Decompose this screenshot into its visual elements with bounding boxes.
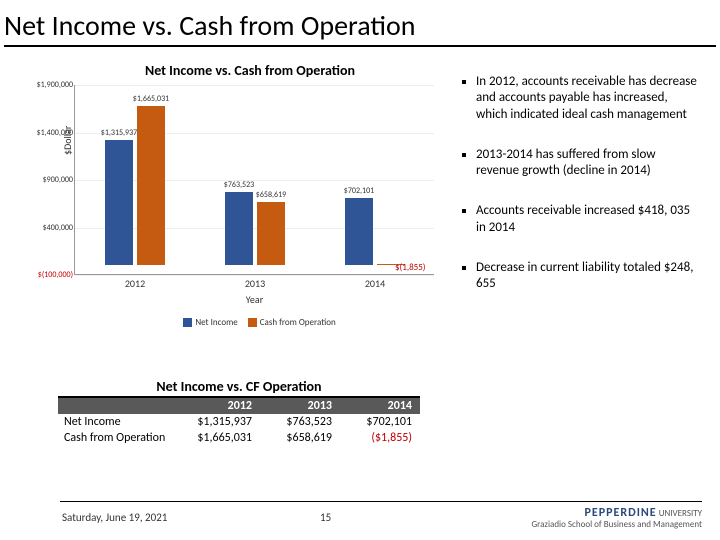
footer-divider bbox=[60, 501, 702, 502]
bar-cash-from-operation-2013: $658,619 bbox=[257, 202, 285, 265]
table-cell: $1,665,031 bbox=[178, 430, 258, 446]
table-header-cell: 2013 bbox=[258, 398, 338, 414]
bar-label: $1,665,031 bbox=[121, 94, 181, 104]
bar-label: $702,101 bbox=[329, 186, 389, 196]
x-tick-label: 2012 bbox=[105, 277, 165, 290]
y-tick-label: $1,400,000 bbox=[19, 128, 73, 138]
y-tick-label: $(100,000) bbox=[19, 270, 73, 280]
legend-swatch bbox=[248, 318, 257, 327]
chart-container: Net Income vs. Cash from Operation $Doll… bbox=[60, 62, 440, 342]
bar-net-income-2012: $1,315,937 bbox=[105, 140, 133, 265]
bar-cash-from-operation-2012: $1,665,031 bbox=[137, 106, 165, 264]
bar-label-negative: $(1,855) bbox=[395, 262, 426, 273]
table-header-cell: 2014 bbox=[338, 398, 418, 414]
bar-label: $658,619 bbox=[241, 190, 301, 200]
table-header-cell bbox=[58, 398, 178, 414]
data-table: Net Income vs. CF Operation 201220132014… bbox=[58, 378, 420, 446]
table-cell: Cash from Operation bbox=[58, 430, 178, 446]
bar-net-income-2014: $702,101 bbox=[345, 198, 373, 265]
bullet-item: 2013-2014 has suffered from slow revenue… bbox=[476, 147, 700, 180]
x-axis-label: Year bbox=[75, 293, 434, 306]
legend-swatch bbox=[183, 318, 192, 327]
chart-plot: $Dollar $1,900,000$1,400,000$900,000$400… bbox=[74, 85, 434, 275]
chart-title: Net Income vs. Cash from Operation bbox=[60, 62, 440, 79]
x-tick-label: 2014 bbox=[345, 277, 405, 290]
x-tick-label: 2013 bbox=[225, 277, 285, 290]
bullet-list: In 2012, accounts receivable has decreas… bbox=[460, 74, 700, 316]
bullet-item: In 2012, accounts receivable has decreas… bbox=[476, 74, 700, 123]
logo-sub: UNIVERSITY bbox=[659, 508, 702, 519]
footer-page-number: 15 bbox=[320, 511, 331, 524]
table-row: Cash from Operation$1,665,031$658,619($1… bbox=[58, 430, 420, 446]
legend-label: Cash from Operation bbox=[260, 317, 336, 328]
table-cell: $763,523 bbox=[258, 414, 338, 430]
y-tick-label: $400,000 bbox=[19, 223, 73, 233]
slide-title: Net Income vs. Cash from Operation bbox=[4, 8, 716, 47]
footer-logo: PEPPERDINE UNIVERSITY Graziadio School o… bbox=[531, 507, 702, 530]
legend-label: Net Income bbox=[195, 317, 237, 328]
bar-net-income-2013: $763,523 bbox=[225, 192, 253, 265]
bullet-item: Decrease in current liability totaled $2… bbox=[476, 260, 700, 293]
logo-school: Graziadio School of Business and Managem… bbox=[531, 519, 702, 530]
table-cell: $658,619 bbox=[258, 430, 338, 446]
table-title: Net Income vs. CF Operation bbox=[58, 378, 420, 398]
y-tick-label: $900,000 bbox=[19, 175, 73, 185]
table-row: Net Income$1,315,937$763,523$702,101 bbox=[58, 414, 420, 430]
table-header-cell: 2012 bbox=[178, 398, 258, 414]
table-cell: ($1,855) bbox=[338, 430, 418, 446]
logo-brand: PEPPERDINE bbox=[585, 506, 657, 520]
table-cell: Net Income bbox=[58, 414, 178, 430]
bar-label: $763,523 bbox=[209, 180, 269, 190]
chart-legend: Net Income Cash from Operation bbox=[75, 317, 434, 328]
table-cell: $1,315,937 bbox=[178, 414, 258, 430]
bullet-item: Accounts receivable increased $418, 035 … bbox=[476, 203, 700, 236]
y-tick-label: $1,900,000 bbox=[19, 80, 73, 90]
table-cell: $702,101 bbox=[338, 414, 418, 430]
footer-date: Saturday, June 19, 2021 bbox=[62, 511, 167, 524]
